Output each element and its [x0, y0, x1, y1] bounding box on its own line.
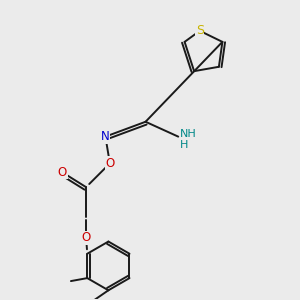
Text: O: O — [105, 157, 115, 170]
Text: NH: NH — [180, 129, 196, 139]
Text: O: O — [82, 231, 91, 244]
Text: N: N — [101, 130, 110, 143]
Text: S: S — [196, 24, 204, 37]
Text: O: O — [58, 166, 67, 179]
Text: H: H — [180, 140, 188, 150]
